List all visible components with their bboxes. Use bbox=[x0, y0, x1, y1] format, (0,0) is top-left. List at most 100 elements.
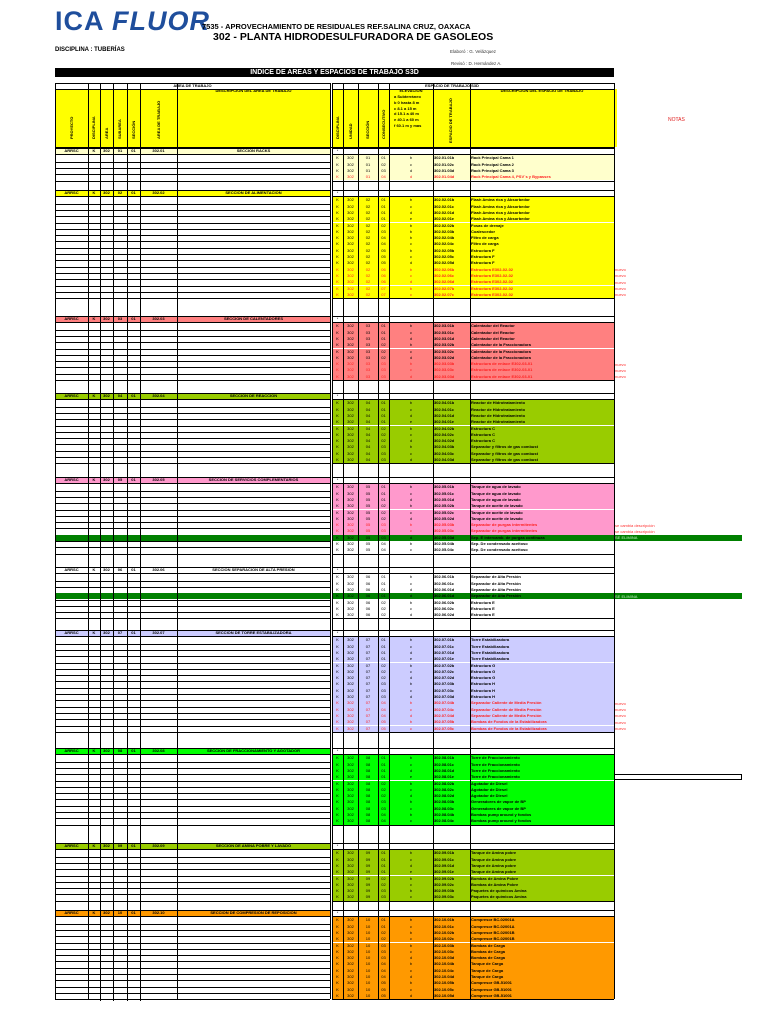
space-cell-u: 302 bbox=[347, 818, 354, 824]
space-cell-d: K bbox=[336, 484, 339, 490]
elevation-legend-item: b 0 hasta 8 m bbox=[394, 99, 420, 105]
space-cell-code: 302.05.03d bbox=[434, 534, 455, 540]
area-cell-subarea: 03 bbox=[117, 316, 123, 321]
space-cell-desc: Calentador de la Fraccionadora bbox=[471, 354, 531, 360]
space-row-bg bbox=[332, 260, 614, 267]
space-cell-code: 302.01.01b bbox=[434, 155, 455, 161]
space-cell-desc: Torre Estabilizadora bbox=[471, 656, 510, 662]
space-row-bg bbox=[332, 167, 614, 175]
grid-line bbox=[55, 450, 330, 452]
space-cell-s: 05 bbox=[365, 515, 371, 521]
space-cell-desc: Estructura C bbox=[471, 431, 496, 437]
space-cell-s: 10 bbox=[365, 974, 371, 979]
grid-line bbox=[55, 316, 330, 317]
space-cell-d: K bbox=[336, 881, 339, 887]
space-cell-s: 10 bbox=[365, 992, 371, 998]
area-cell-disciplina: K bbox=[92, 148, 96, 153]
space-cell-e: d bbox=[409, 955, 413, 961]
grid-line bbox=[55, 649, 330, 651]
elevation-legend-item: a Subterráneo bbox=[394, 94, 421, 99]
space-cell-u: 302 bbox=[347, 694, 354, 699]
space-cell-desc: Separador y filtros de gas combust bbox=[471, 450, 538, 456]
row-note: SE ELIMINA bbox=[615, 593, 638, 599]
grid-line bbox=[332, 298, 614, 300]
space-cell-d: K bbox=[336, 700, 339, 706]
space-cell-code: 302.01.02c bbox=[434, 161, 455, 167]
space-row-bg bbox=[332, 534, 614, 541]
grid-line bbox=[55, 929, 330, 931]
space-cell-c: 02 bbox=[381, 509, 386, 515]
space-cell-c: 02 bbox=[381, 936, 386, 942]
space-cell-s: 03 bbox=[365, 342, 371, 348]
area-cell-descripcion: SECCION SEPARACION DE ALTA PRESION bbox=[212, 567, 295, 572]
space-cell-desc: Filtro de carga bbox=[471, 235, 499, 241]
row-note: nuevo bbox=[615, 286, 626, 291]
space-cell-u: 302 bbox=[347, 586, 354, 592]
space-cell-code: 302.07.01e bbox=[434, 656, 455, 662]
space-cell-c: 03 bbox=[381, 805, 386, 811]
space-cell-code: 302.03.03c bbox=[434, 367, 455, 373]
space-cell-desc: Reactor de Hidrotratamiento bbox=[471, 400, 526, 406]
space-cell-s: 01 bbox=[365, 174, 371, 180]
space-cell-c: 01 bbox=[381, 856, 386, 862]
space-cell-s: 07 bbox=[365, 694, 371, 699]
space-cell-code: 302.09.02b bbox=[434, 875, 455, 881]
space-cell-e: d bbox=[409, 593, 413, 599]
space-cell-code: 302.04.03b bbox=[434, 444, 455, 450]
space-cell-u: 302 bbox=[347, 980, 354, 986]
space-cell-d: K bbox=[336, 503, 339, 509]
space-cell-code: 302.03.02d bbox=[434, 354, 455, 360]
space-cell-d: K bbox=[336, 235, 339, 241]
space-cell-d: K bbox=[336, 917, 339, 923]
space-cell-d: K bbox=[336, 354, 339, 360]
space-cell-e: b bbox=[409, 522, 413, 528]
space-row-bg bbox=[332, 406, 614, 413]
space-cell-d: K bbox=[336, 936, 339, 942]
area-col-header-5: AREA DE TRABAJO bbox=[155, 100, 161, 139]
space-cell-u: 302 bbox=[347, 348, 354, 354]
area-header-yellow bbox=[55, 89, 330, 147]
space-cell-desc: Separador Caliente de Media Presión bbox=[471, 712, 542, 718]
space-cell-s: 04 bbox=[365, 406, 371, 412]
space-cell-u: 302 bbox=[347, 155, 354, 161]
space-cell-d: K bbox=[336, 373, 339, 379]
space-row-bg bbox=[332, 675, 614, 682]
space-row-bg bbox=[332, 367, 614, 374]
space-cell-desc: Tanque de aceite de lavado bbox=[471, 515, 523, 521]
space-description-header: DESCRIPCION DEL ESPACIO DE TRABAJO bbox=[500, 88, 584, 93]
space-cell-s: 08 bbox=[365, 767, 371, 773]
space-cell-s: 09 bbox=[365, 850, 371, 856]
space-cell-code: 302.07.05b bbox=[434, 719, 455, 725]
space-cell-desc: Tanque de agua de lavado bbox=[471, 496, 521, 502]
area-cell-area: 302 bbox=[103, 748, 110, 753]
space-cell-code: 302.06.01c bbox=[434, 580, 455, 586]
space-cell-c: 01 bbox=[381, 593, 386, 599]
grid-line bbox=[55, 980, 330, 982]
grid-line bbox=[332, 316, 614, 317]
space-cell-desc: Bombas de Fondos de la Estabilizadora bbox=[471, 719, 547, 725]
space-cell-d: K bbox=[336, 593, 339, 599]
area-cell-proyecto: ARRSC bbox=[64, 190, 79, 195]
area-cell-descripcion: SECCION RACKS bbox=[236, 148, 271, 153]
space-cell-code: 302.10.02c bbox=[434, 936, 455, 942]
space-cell-e: c bbox=[410, 761, 412, 767]
area-cell-area: 302 bbox=[103, 843, 110, 848]
space-cell-c: 04 bbox=[381, 818, 386, 824]
space-cell-u: 302 bbox=[347, 534, 354, 540]
space-cell-u: 302 bbox=[347, 490, 354, 496]
space-cell-c: 01 bbox=[381, 574, 386, 580]
area-cell-disciplina: K bbox=[92, 630, 96, 635]
area-cell-codigo: 302.08 bbox=[152, 748, 165, 753]
space-cell-desc: Flash Amina rica y Absorbedor bbox=[471, 216, 530, 222]
space-row-bg bbox=[332, 712, 614, 720]
space-cell-u: 302 bbox=[347, 541, 354, 546]
space-cell-code: 302.04.01e bbox=[434, 419, 455, 425]
grid-line bbox=[55, 272, 330, 274]
space-cell-code: 302.02.02b bbox=[434, 222, 455, 228]
area-cell-subarea: 10 bbox=[117, 910, 123, 915]
space-cell-u: 302 bbox=[347, 668, 354, 674]
space-cell-code: 302.08.01d bbox=[434, 767, 455, 773]
space-cell-s: 07 bbox=[365, 675, 371, 681]
space-cell-d: K bbox=[336, 528, 339, 534]
space-cell-u: 302 bbox=[347, 197, 354, 203]
